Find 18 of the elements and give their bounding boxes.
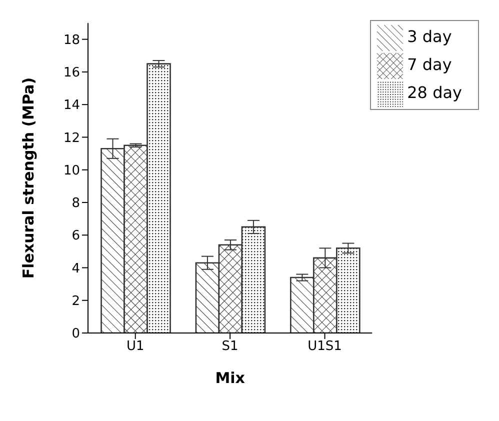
legend-label: 28 day — [407, 83, 462, 102]
y-tick-label: 0 — [72, 326, 80, 342]
x-tick-label: S1 — [222, 339, 238, 354]
legend-label: 3 day — [407, 27, 452, 46]
x-axis-title: Mix — [215, 369, 246, 387]
x-tick-label: U1 — [126, 339, 144, 354]
y-tick-label: 10 — [63, 163, 80, 178]
y-tick-label: 2 — [72, 294, 80, 309]
y-tick-label: 8 — [72, 196, 80, 212]
y-tick-label: 18 — [63, 32, 80, 48]
y-tick-label: 6 — [72, 228, 80, 244]
y-tick-label: 4 — [72, 261, 80, 276]
legend-label: 7 day — [407, 55, 452, 74]
x-tick-label: U1S1 — [308, 339, 342, 354]
y-tick-label: 16 — [63, 66, 80, 81]
y-tick-label: 12 — [63, 130, 80, 146]
y-tick-label: 14 — [63, 98, 80, 114]
y-axis-title: Flexural strength (MPa) — [19, 77, 38, 279]
